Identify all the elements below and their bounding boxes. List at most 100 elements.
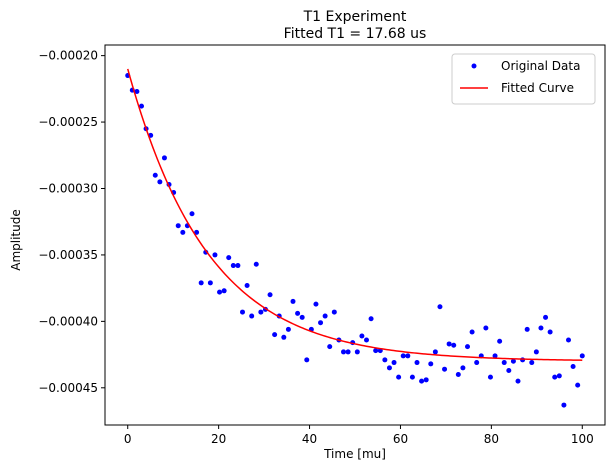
- legend-label-original-data: Original Data: [501, 59, 580, 73]
- data-point: [566, 337, 571, 343]
- y-axis-ticks: −0.00020 −0.00025 −0.00030 −0.00035 −0.00040…: [38, 49, 105, 395]
- data-point: [391, 360, 397, 366]
- data-point: [161, 155, 167, 161]
- data-point: [432, 349, 438, 355]
- data-point: [474, 360, 480, 366]
- data-point: [520, 357, 526, 363]
- legend-label-fitted-curve: Fitted Curve: [501, 81, 574, 95]
- data-point: [198, 280, 204, 286]
- x-tick-label: 20: [211, 432, 226, 446]
- legend: Original Data Fitted Curve: [451, 53, 596, 105]
- data-point: [258, 309, 264, 315]
- data-point: [556, 373, 562, 379]
- legend-box: [451, 53, 596, 105]
- data-point: [327, 344, 333, 350]
- data-point: [240, 309, 245, 315]
- data-point: [469, 329, 475, 335]
- data-point: [212, 252, 218, 258]
- data-point: [529, 360, 535, 366]
- x-tick-label: 0: [124, 432, 132, 446]
- data-point: [373, 348, 379, 354]
- data-point: [139, 103, 144, 109]
- data-point: [428, 361, 434, 367]
- data-point: [405, 353, 411, 359]
- data-point: [409, 374, 415, 380]
- x-tick-label: 80: [484, 432, 499, 446]
- data-point: [561, 402, 567, 408]
- data-point: [446, 341, 452, 347]
- chart-subtitle: Fitted T1 = 17.68 us: [284, 26, 427, 42]
- data-point: [451, 342, 457, 348]
- data-point: [189, 211, 195, 217]
- chart-title: T1 Experiment: [303, 9, 407, 25]
- data-point: [492, 353, 498, 359]
- data-point: [455, 372, 461, 378]
- series-layer: [125, 68, 585, 408]
- plot-frame: [104, 44, 606, 426]
- data-point: [207, 280, 213, 286]
- data-point: [570, 364, 576, 370]
- data-point: [331, 309, 337, 315]
- legend-marker-original-data: [471, 63, 477, 69]
- y-tick-label: −0.00025: [38, 115, 98, 129]
- data-point: [501, 360, 507, 366]
- x-tick-label: 60: [393, 432, 408, 446]
- data-point: [423, 377, 429, 383]
- data-point: [524, 326, 530, 332]
- data-point: [221, 288, 227, 294]
- data-point: [368, 316, 374, 322]
- data-point: [359, 333, 365, 339]
- data-point: [152, 172, 158, 178]
- data-point: [175, 223, 181, 229]
- data-point: [354, 349, 360, 355]
- data-point: [400, 353, 406, 359]
- data-point: [487, 374, 493, 380]
- data-point: [386, 365, 392, 371]
- data-point: [345, 349, 351, 355]
- data-point: [437, 304, 443, 310]
- data-point: [575, 382, 581, 388]
- data-point: [497, 338, 503, 344]
- y-axis-label: Amplitude: [9, 209, 23, 271]
- data-point: [547, 329, 553, 335]
- y-tick-label: −0.00045: [38, 381, 98, 395]
- data-point: [318, 320, 324, 326]
- data-point: [442, 366, 448, 372]
- data-point: [180, 229, 186, 235]
- data-point: [396, 374, 402, 380]
- data-point: [515, 378, 521, 384]
- data-point: [382, 357, 388, 363]
- data-point: [217, 289, 223, 295]
- data-point: [267, 292, 273, 298]
- data-point: [364, 337, 369, 343]
- fitted-curve-line: [127, 68, 583, 361]
- data-point: [552, 374, 558, 380]
- data-point: [226, 255, 232, 261]
- data-point: [304, 357, 310, 363]
- data-point: [194, 229, 200, 235]
- data-point: [322, 313, 328, 319]
- data-point: [460, 365, 466, 371]
- y-tick-label: −0.00030: [38, 181, 98, 195]
- y-tick-label: −0.00040: [38, 314, 98, 328]
- data-point: [313, 301, 319, 307]
- data-point: [483, 325, 489, 331]
- data-point: [543, 314, 549, 320]
- x-tick-label: 40: [302, 432, 317, 446]
- data-point: [579, 353, 585, 359]
- data-point: [235, 263, 241, 269]
- data-point: [230, 263, 236, 269]
- data-point: [465, 344, 470, 350]
- plot-area: 0 20 40 60 80 100 −0.00020−0.00025−0.00030−0.…: [38, 44, 606, 446]
- x-tick-label: 100: [571, 432, 594, 446]
- y-tick-label: −0.00020: [38, 49, 98, 63]
- x-axis-label: Time [mu]: [323, 447, 386, 461]
- data-point: [285, 326, 291, 332]
- data-point: [538, 325, 544, 331]
- data-point: [533, 349, 539, 355]
- data-point: [249, 313, 255, 319]
- y-tick-label: −0.00035: [38, 248, 98, 262]
- data-point: [295, 310, 301, 316]
- data-point: [506, 368, 512, 374]
